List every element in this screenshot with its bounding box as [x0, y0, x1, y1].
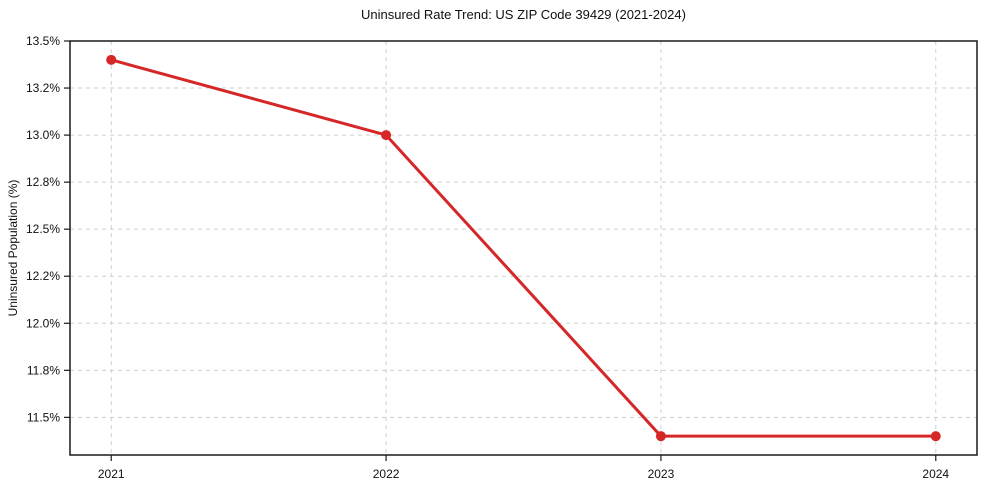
x-tick-label: 2021 [98, 467, 125, 481]
data-point [381, 130, 392, 141]
y-tick-label: 13.5% [26, 34, 60, 48]
y-tick-label: 11.5% [27, 410, 60, 424]
data-point [930, 431, 941, 442]
plot-border [69, 40, 978, 456]
y-tick-label: 13.0% [26, 128, 60, 142]
y-tick-label: 11.8% [27, 363, 60, 377]
y-tick-label: 13.2% [26, 81, 60, 95]
data-point [655, 431, 666, 442]
x-tick-label: 2024 [922, 467, 949, 481]
x-tick-label: 2023 [648, 467, 675, 481]
y-tick-label: 12.2% [26, 269, 60, 283]
x-tick-label: 2022 [373, 467, 400, 481]
y-tick-label: 12.0% [26, 316, 60, 330]
trend-line [109, 58, 938, 438]
data-point [106, 54, 117, 65]
y-tick-label: 12.8% [26, 175, 60, 189]
y-tick-label: 12.5% [26, 222, 60, 236]
chart-title: Uninsured Rate Trend: US ZIP Code 39429 … [361, 7, 686, 22]
